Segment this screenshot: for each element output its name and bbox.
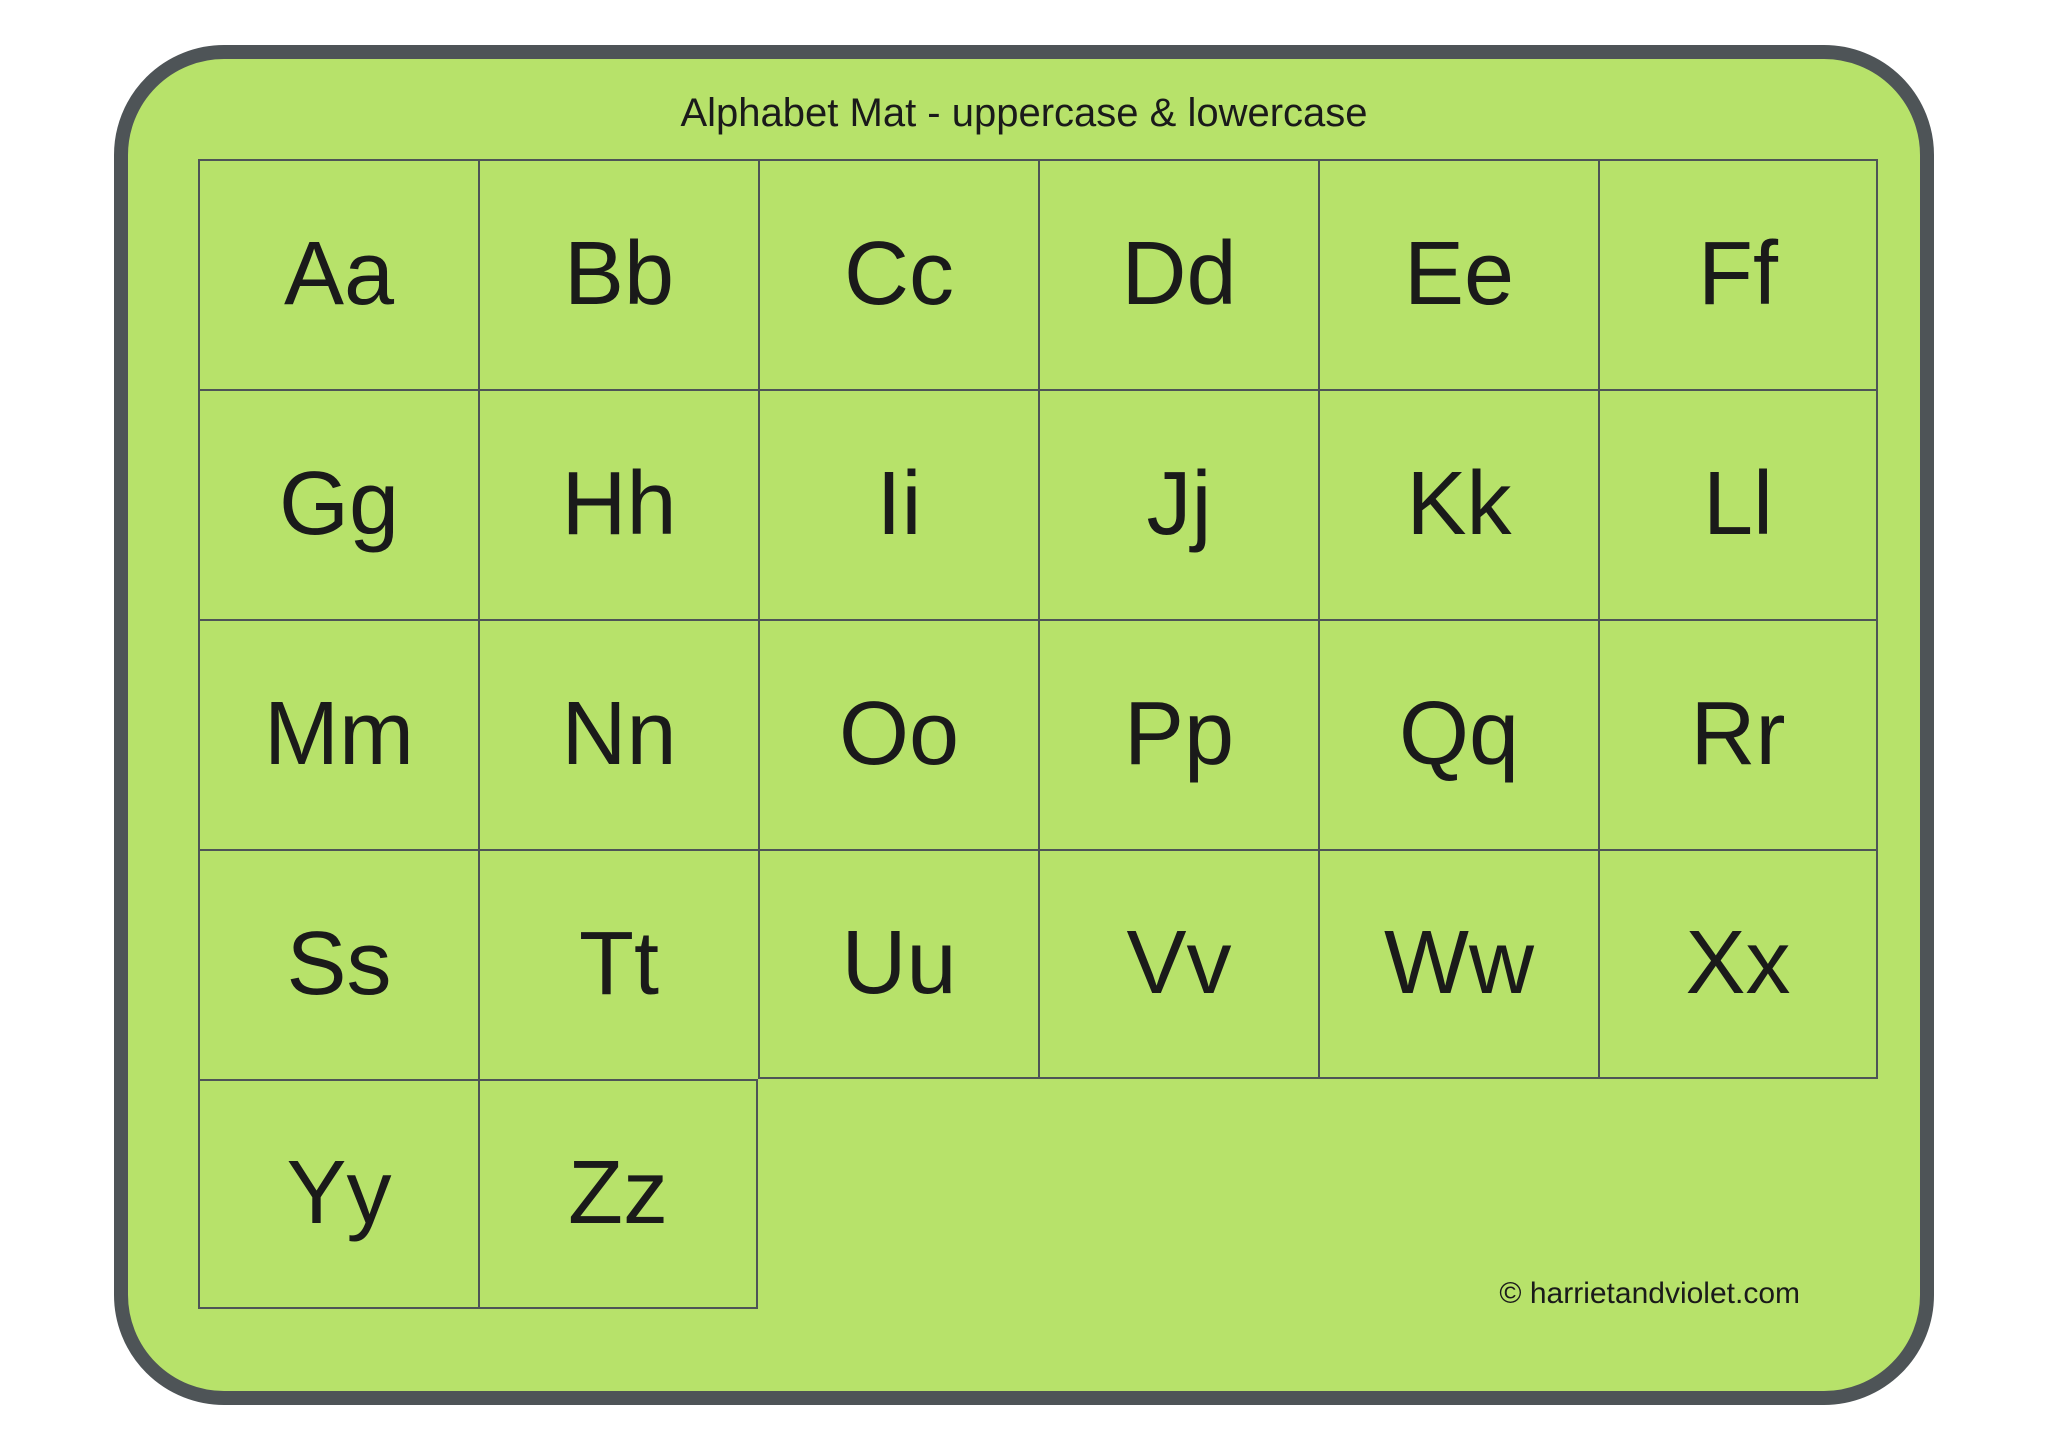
grid-row: GgHhIiJjKkLl — [198, 389, 1878, 619]
letter-cell: Ww — [1318, 849, 1598, 1079]
letter-cell: Hh — [478, 389, 758, 619]
letter-cell: Zz — [478, 1079, 758, 1309]
letter-cell: Vv — [1038, 849, 1318, 1079]
letter-cell: Uu — [758, 849, 1038, 1079]
letter-cell: Cc — [758, 159, 1038, 389]
letter-cell: Oo — [758, 619, 1038, 849]
letter-cell: Dd — [1038, 159, 1318, 389]
credit-text: © harrietandviolet.com — [1499, 1277, 1800, 1311]
letter-cell: Kk — [1318, 389, 1598, 619]
letter-cell: Qq — [1318, 619, 1598, 849]
letter-cell: Mm — [198, 619, 478, 849]
letter-cell: Xx — [1598, 849, 1878, 1079]
letter-cell: Ii — [758, 389, 1038, 619]
letter-cell: Tt — [478, 849, 758, 1079]
letter-cell: Bb — [478, 159, 758, 389]
letter-cell: Gg — [198, 389, 478, 619]
letter-cell: Ff — [1598, 159, 1878, 389]
letter-cell: Ee — [1318, 159, 1598, 389]
letter-cell: Jj — [1038, 389, 1318, 619]
grid-row: MmNnOoPpQqRr — [198, 619, 1878, 849]
grid-row: SsTtUuVvWwXx — [198, 849, 1878, 1079]
alphabet-mat: Alphabet Mat - uppercase & lowercase AaB… — [114, 45, 1934, 1405]
letter-cell: Yy — [198, 1079, 478, 1309]
mat-title: Alphabet Mat - uppercase & lowercase — [128, 91, 1920, 136]
letter-cell: Aa — [198, 159, 478, 389]
letter-cell: Nn — [478, 619, 758, 849]
letter-cell: Pp — [1038, 619, 1318, 849]
letter-cell: Ss — [198, 849, 478, 1079]
letter-cell: Rr — [1598, 619, 1878, 849]
grid-row: AaBbCcDdEeFf — [198, 159, 1878, 389]
alphabet-grid: AaBbCcDdEeFfGgHhIiJjKkLlMmNnOoPpQqRrSsTt… — [198, 159, 1878, 1309]
grid-row: YyZz — [198, 1079, 1878, 1309]
letter-cell: Ll — [1598, 389, 1878, 619]
